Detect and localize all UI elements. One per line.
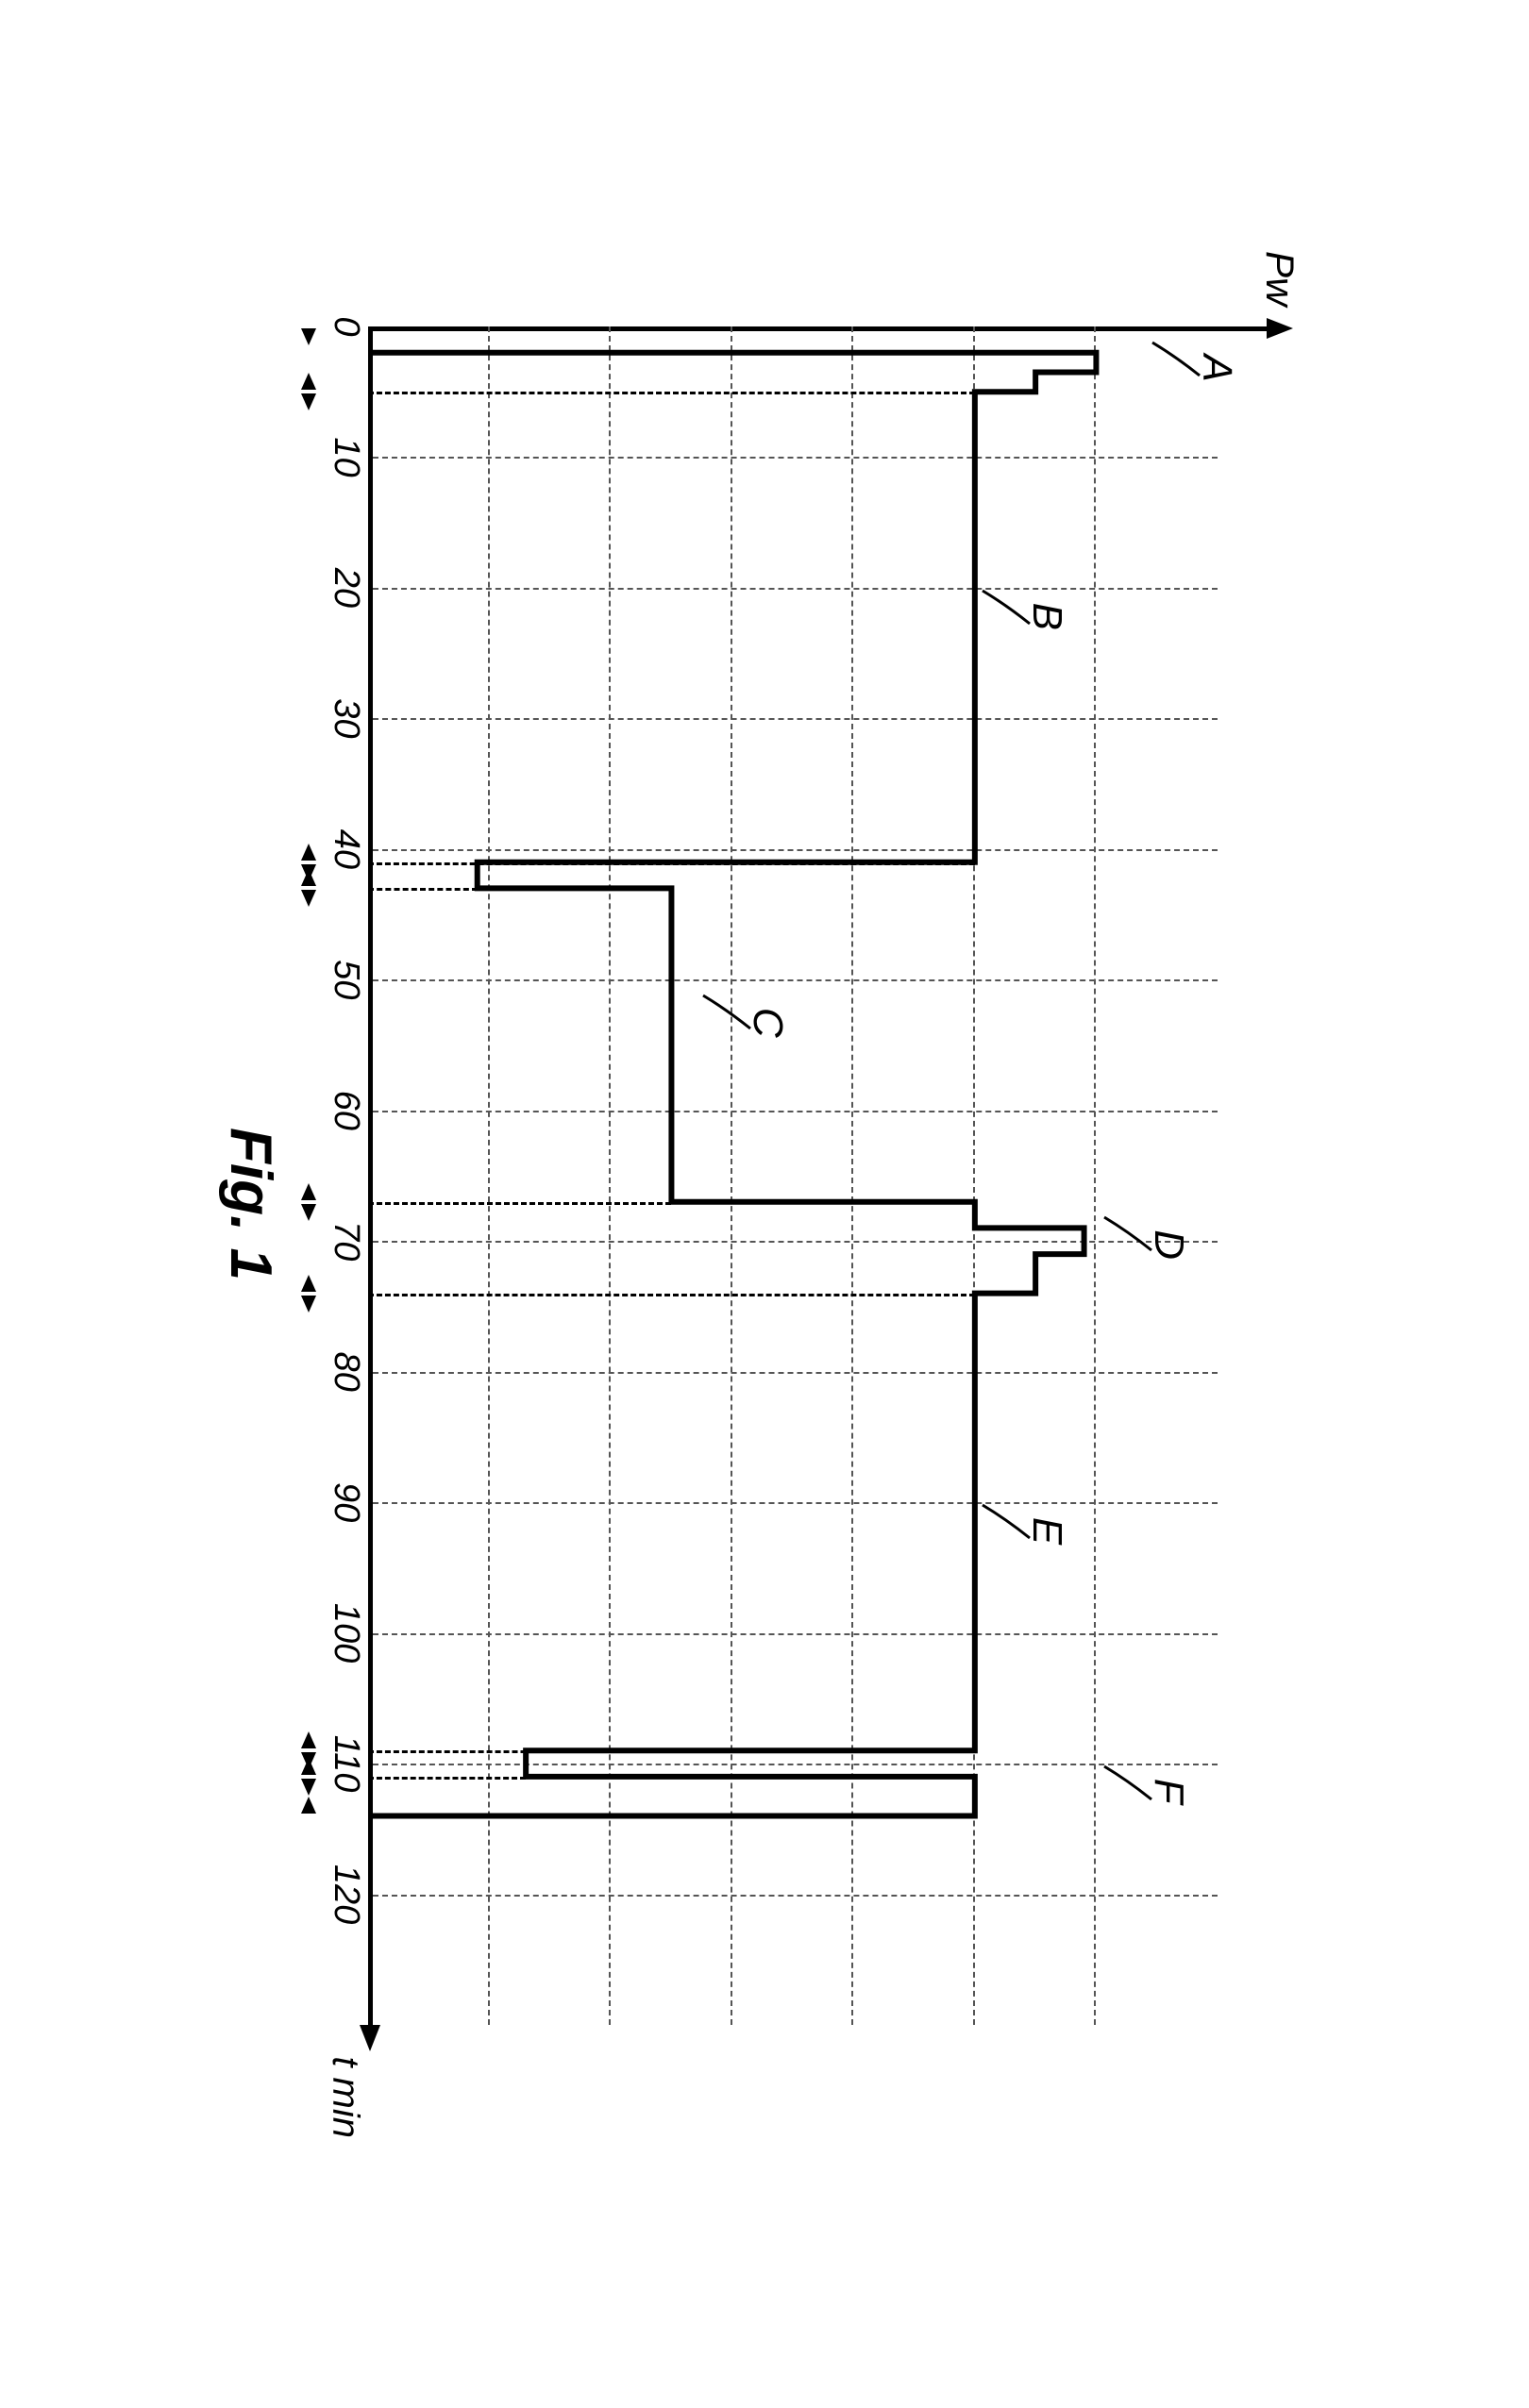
- x-axis-arrow-icon: [361, 2025, 381, 2051]
- x-tick-label: 100: [326, 1603, 366, 1663]
- leader-arc-icon: [959, 1486, 1034, 1562]
- span-arrow-left-icon: [301, 844, 316, 861]
- rotated-chart-wrap: Pw t min 0102030405060708090100110120ABC…: [198, 213, 1331, 2195]
- span-arrow-left-icon: [301, 1758, 316, 1775]
- leader-arc-icon: [1081, 1198, 1156, 1274]
- chart: Pw t min 0102030405060708090100110120ABC…: [198, 213, 1331, 2195]
- span-arrow-right-icon: [301, 890, 316, 907]
- span-arrow-left-icon: [301, 1275, 316, 1292]
- y-axis-label: Pw: [1257, 251, 1302, 306]
- leader-arc-icon: [1081, 1747, 1156, 1823]
- span-arrow-left-icon: [301, 869, 316, 886]
- span-arrow-left-icon: [301, 1797, 316, 1814]
- figure-caption: Fig. 1: [217, 1128, 284, 1280]
- x-tick-label: 30: [326, 698, 366, 738]
- x-tick-label: 60: [326, 1091, 366, 1130]
- x-tick-label: 90: [326, 1482, 366, 1522]
- phase-span-markers: [288, 326, 326, 2025]
- x-tick-label: 110: [326, 1735, 366, 1793]
- span-arrow-right-icon: [301, 393, 316, 410]
- page: Pw t min 0102030405060708090100110120ABC…: [0, 0, 1529, 2408]
- x-tick-label: 80: [326, 1352, 366, 1392]
- span-arrow-right-icon: [301, 1296, 316, 1313]
- leader-arc-icon: [959, 572, 1034, 647]
- plot-area: Pw t min 0102030405060708090100110120ABC…: [368, 326, 1218, 2025]
- x-tick-label: 70: [326, 1221, 366, 1261]
- x-tick-label: 40: [326, 829, 366, 869]
- y-axis-arrow-icon: [1267, 318, 1293, 339]
- span-arrow-right-icon: [301, 1779, 316, 1796]
- span-arrow-right-icon: [301, 1204, 316, 1221]
- leader-arc-icon: [1129, 324, 1204, 399]
- span-arrow-right-icon: [301, 328, 316, 345]
- x-tick-label: 10: [326, 437, 366, 477]
- span-arrow-left-icon: [301, 1183, 316, 1200]
- x-tick-label: 20: [326, 568, 366, 608]
- span-arrow-left-icon: [301, 373, 316, 390]
- span-arrow-left-icon: [301, 1731, 316, 1748]
- x-tick-label: 120: [326, 1865, 366, 1924]
- leader-arc-icon: [680, 977, 755, 1052]
- x-axis-label: t min: [324, 2056, 366, 2138]
- x-tick-label: 0: [326, 316, 366, 336]
- x-tick-label: 50: [326, 960, 366, 999]
